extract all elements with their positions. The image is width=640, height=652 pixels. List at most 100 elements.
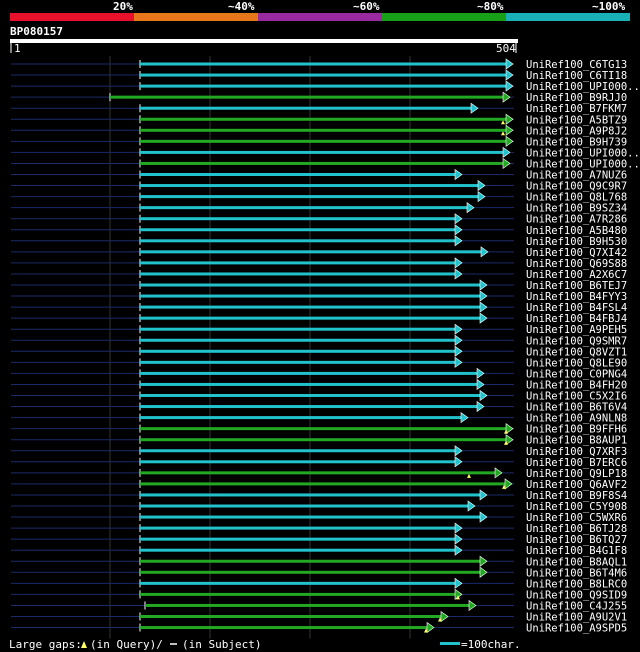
hit-bar[interactable] <box>140 537 456 541</box>
hit-label[interactable]: UniRef100_B6TEJ7 <box>526 280 627 292</box>
hit-bar[interactable] <box>140 228 456 232</box>
hit-row[interactable]: UniRef100_Q9SMR7 <box>11 334 627 347</box>
hit-row[interactable]: UniRef100_C5Y908 <box>11 500 627 513</box>
hit-row[interactable]: UniRef100_A7R286 <box>11 213 627 226</box>
hit-row[interactable]: UniRef100_UPI000.. <box>11 146 640 159</box>
hit-bar[interactable] <box>140 449 456 453</box>
hit-bar[interactable] <box>140 615 442 618</box>
hit-bar[interactable] <box>140 493 481 497</box>
hit-bar[interactable] <box>140 316 481 320</box>
hit-row[interactable]: UniRef100_B9H739 <box>11 135 627 148</box>
hit-row[interactable]: UniRef100_B4FBJ4 <box>11 312 627 325</box>
hit-label[interactable]: UniRef100_B6TQ27 <box>526 534 627 546</box>
hit-bar[interactable] <box>140 305 481 309</box>
hit-row[interactable]: UniRef100_A9SPD5 <box>11 621 627 635</box>
hit-bar[interactable] <box>140 250 482 254</box>
hit-bar[interactable] <box>140 438 507 442</box>
hit-row[interactable]: UniRef100_C6TG13 <box>11 58 627 71</box>
hit-row[interactable]: UniRef100_Q6AVF2 <box>11 478 627 491</box>
hit-bar[interactable] <box>140 283 481 287</box>
hit-bar[interactable] <box>140 504 469 508</box>
hit-bar[interactable] <box>145 603 470 607</box>
hit-label[interactable]: UniRef100_A9U2V1 <box>526 612 627 624</box>
hit-row[interactable]: UniRef100_B6TQ27 <box>11 533 627 546</box>
hit-bar[interactable] <box>140 570 481 574</box>
hit-bar[interactable] <box>140 338 456 342</box>
hit-bar[interactable] <box>140 217 456 221</box>
hit-label[interactable]: UniRef100_Q8LE90 <box>526 357 627 369</box>
hit-row[interactable]: UniRef100_Q9C9R7 <box>11 179 627 193</box>
hit-label[interactable]: UniRef100_Q9C9R7 <box>526 181 627 193</box>
hit-bar[interactable] <box>140 139 507 143</box>
hit-label[interactable]: UniRef100_B8AQL1 <box>526 556 627 568</box>
hit-label[interactable]: UniRef100_A5BTZ9 <box>526 114 627 126</box>
hit-bar[interactable] <box>140 405 478 409</box>
hit-row[interactable]: UniRef100_A9PEH5 <box>11 323 627 336</box>
hit-bar[interactable] <box>140 360 456 364</box>
hit-row[interactable]: UniRef100_B6TEJ7 <box>11 279 627 292</box>
hit-label[interactable]: UniRef100_B7ERC6 <box>526 457 627 469</box>
hit-row[interactable]: UniRef100_Q8L768 <box>11 191 627 204</box>
hit-bar[interactable] <box>140 73 507 77</box>
hit-row[interactable]: UniRef100_B4FYY3 <box>11 290 627 303</box>
hit-label[interactable]: UniRef100_B6TJ28 <box>526 523 627 535</box>
hit-row[interactable]: UniRef100_A5B480 <box>11 224 627 237</box>
hit-row[interactable]: UniRef100_B7ERC6 <box>11 456 627 469</box>
hit-row[interactable]: UniRef100_A9NLN8 <box>11 412 627 425</box>
hit-label[interactable]: UniRef100_B9RJJ0 <box>526 92 627 104</box>
hit-row[interactable]: UniRef100_UPI000.. <box>11 157 640 170</box>
hit-bar[interactable] <box>140 173 456 176</box>
hit-bar[interactable] <box>140 206 468 210</box>
hit-row[interactable]: UniRef100_B9FFH6 <box>11 423 627 436</box>
hit-bar[interactable] <box>140 382 478 386</box>
hit-label[interactable]: UniRef100_C5X2I6 <box>526 391 627 403</box>
hit-label[interactable]: UniRef100_B4G1F8 <box>526 545 627 557</box>
hit-label[interactable]: UniRef100_Q7XRF3 <box>526 446 627 458</box>
hit-row[interactable]: UniRef100_A5BTZ9 <box>11 113 627 126</box>
hit-label[interactable]: UniRef100_Q9SID9 <box>526 589 627 601</box>
hit-label[interactable]: UniRef100_B6T6V4 <box>526 402 627 414</box>
hit-bar[interactable] <box>140 84 507 88</box>
hit-row[interactable]: UniRef100_A7NUZ6 <box>11 168 627 182</box>
hit-row[interactable]: UniRef100_Q7XI42 <box>11 246 627 259</box>
hit-row[interactable]: UniRef100_B6T4M6 <box>11 566 627 579</box>
hit-label[interactable]: UniRef100_UPI000.. <box>526 158 640 170</box>
hit-row[interactable]: UniRef100_Q8VZT1 <box>11 345 627 358</box>
hit-row[interactable]: UniRef100_C6TI18 <box>11 69 627 82</box>
hit-row[interactable]: UniRef100_B8AUP1 <box>11 434 627 447</box>
hit-bar[interactable] <box>140 272 456 276</box>
hit-row[interactable]: UniRef100_B4G1F8 <box>11 544 627 557</box>
hit-row[interactable]: UniRef100_C4J255 <box>11 599 627 612</box>
hit-label[interactable]: UniRef100_B9H739 <box>526 136 627 148</box>
hit-row[interactable]: UniRef100_B9H530 <box>11 235 627 248</box>
hit-bar[interactable] <box>140 294 481 298</box>
hit-label[interactable]: UniRef100_Q9SMR7 <box>526 335 627 347</box>
hit-bar[interactable] <box>140 161 504 165</box>
hit-row[interactable]: UniRef100_Q8LE90 <box>11 356 627 369</box>
hit-label[interactable]: UniRef100_Q6AVF2 <box>526 479 627 491</box>
hit-label[interactable]: UniRef100_B4FYY3 <box>526 291 627 303</box>
hit-row[interactable]: UniRef100_B8LRC0 <box>11 577 627 590</box>
hit-row[interactable]: UniRef100_Q9SID9 <box>11 588 627 601</box>
hit-bar[interactable] <box>110 95 504 99</box>
hit-bar[interactable] <box>140 592 456 596</box>
hit-row[interactable]: UniRef100_B6T6V4 <box>11 400 627 414</box>
hit-label[interactable]: UniRef100_B8LRC0 <box>526 578 627 590</box>
hit-row[interactable]: UniRef100_A9P8J2 <box>11 124 627 137</box>
hit-label[interactable]: UniRef100_Q8L768 <box>526 192 627 204</box>
hit-bar[interactable] <box>140 62 507 66</box>
hit-bar[interactable] <box>140 327 456 331</box>
hit-label[interactable]: UniRef100_B7FKM7 <box>526 103 627 115</box>
hit-bar[interactable] <box>140 427 507 431</box>
hit-bar[interactable] <box>140 239 456 243</box>
hit-bar[interactable] <box>140 349 456 353</box>
hit-label[interactable]: UniRef100_Q9LP18 <box>526 468 627 480</box>
hit-label[interactable]: UniRef100_B6T4M6 <box>526 567 627 579</box>
hit-label[interactable]: UniRef100_B4FH20 <box>526 379 627 391</box>
hit-row[interactable]: UniRef100_C5X2I6 <box>11 389 627 403</box>
hit-bar[interactable] <box>140 416 462 420</box>
hit-label[interactable]: UniRef100_A9PEH5 <box>526 324 627 336</box>
hit-bar[interactable] <box>140 394 481 397</box>
hit-label[interactable]: UniRef100_A9NLN8 <box>526 413 627 425</box>
hit-row[interactable]: UniRef100_UPI000.. <box>11 80 640 93</box>
